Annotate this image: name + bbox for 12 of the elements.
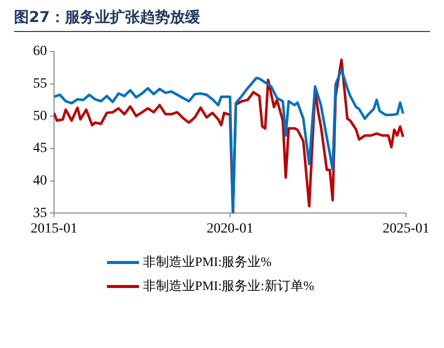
x-tick-label: 2025-01	[382, 221, 430, 236]
legend-label: 非制造业PMI:服务业:新订单%	[143, 277, 314, 295]
y-tick-label: 35	[33, 206, 47, 221]
y-tick-label: 60	[33, 44, 47, 60]
y-tick-label: 40	[33, 174, 47, 189]
y-tick-label: 55	[33, 76, 47, 92]
x-tick-label: 2020-01	[206, 221, 254, 236]
y-tick-label: 45	[33, 141, 47, 156]
x-tick-label: 2015-01	[30, 221, 78, 236]
legend-label: 非制造业PMI:服务业%	[143, 253, 272, 271]
y-tick-label: 50	[33, 108, 47, 124]
chart-title: 图27：服务业扩张趋势放缓	[14, 8, 430, 32]
